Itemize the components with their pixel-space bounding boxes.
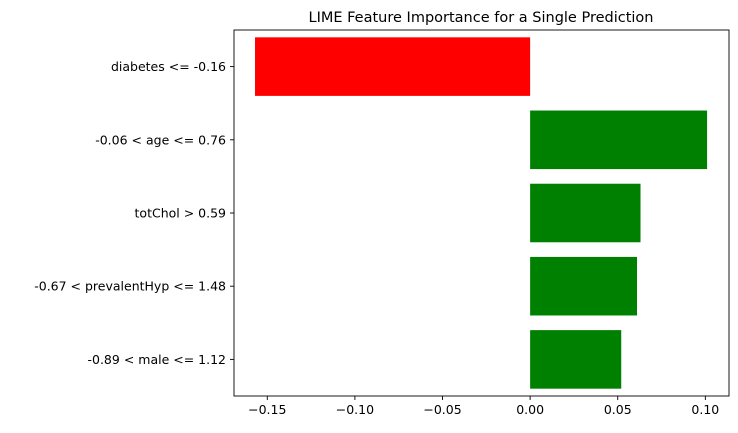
- x-tick-label-3: 0.00: [516, 402, 544, 417]
- bar-4: [530, 330, 622, 389]
- bar-0: [255, 37, 531, 96]
- plot-frame: [233, 29, 730, 397]
- category-label-2: totChol > 0.59: [135, 206, 227, 221]
- category-labels: diabetes <= -0.16 -0.06 < age <= 0.76 totC…: [34, 59, 234, 367]
- x-tick-label-1: −0.10: [336, 402, 374, 417]
- category-label-4: -0.89 < male <= 1.12: [88, 352, 227, 367]
- bar-1: [530, 110, 708, 170]
- x-tick-label-5: 0.10: [691, 402, 719, 417]
- category-label-1: -0.06 < age <= 0.76: [95, 132, 226, 147]
- x-axis-ticks: −0.15 −0.10 −0.05 0.00 0.05 0.10: [248, 396, 719, 417]
- chart-title: LIME Feature Importance for a Single Pre…: [309, 10, 654, 26]
- category-label-0: diabetes <= -0.16: [111, 59, 226, 74]
- bars-group: [255, 37, 708, 389]
- bar-2: [530, 183, 641, 243]
- x-tick-label-0: −0.15: [248, 402, 286, 417]
- bar-3: [530, 256, 638, 316]
- category-label-3: -0.67 < prevalentHyp <= 1.48: [34, 279, 226, 294]
- x-tick-label-2: −0.05: [423, 402, 461, 417]
- x-tick-label-4: 0.05: [604, 402, 632, 417]
